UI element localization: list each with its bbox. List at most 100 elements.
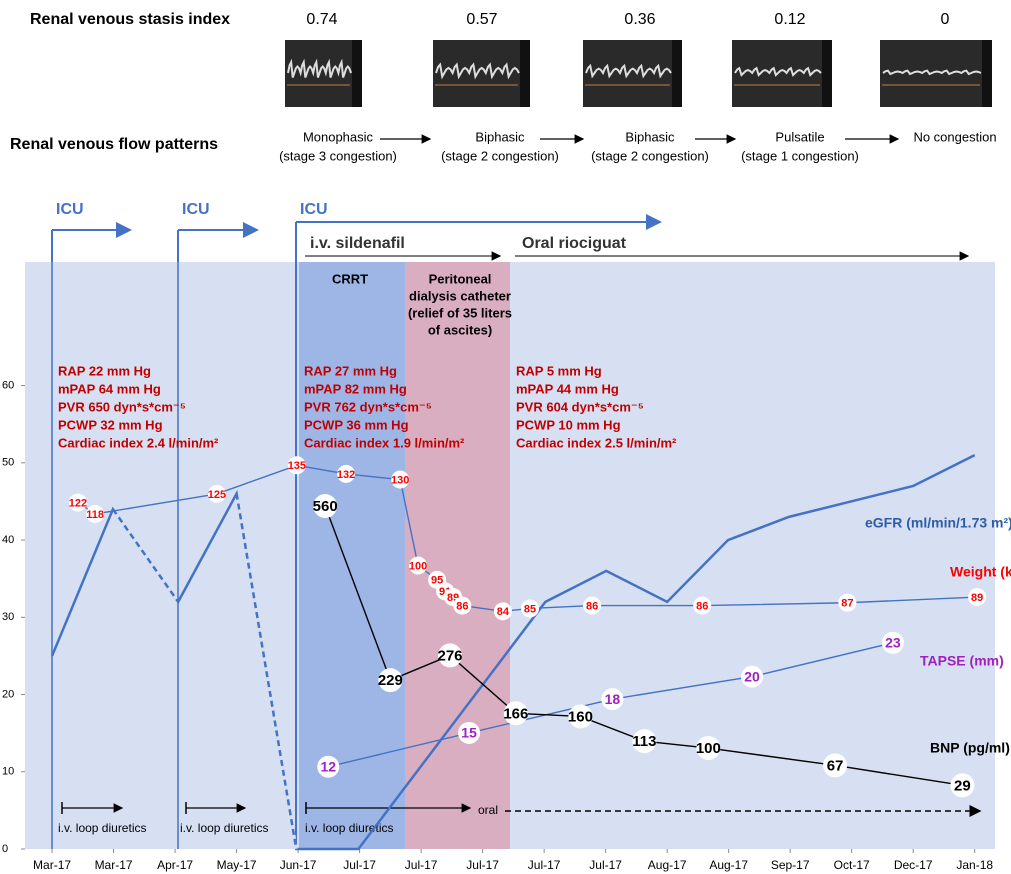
x-tick-label: Sep-17	[771, 858, 810, 872]
x-tick-label: Apr-17	[157, 858, 193, 872]
y-tick-label: 40	[2, 534, 14, 546]
doppler-image	[583, 40, 682, 107]
data-label: 89	[971, 592, 983, 604]
peritoneal-label: dialysis catheter	[409, 288, 511, 303]
data-label: 135	[288, 460, 306, 472]
data-label: 160	[568, 708, 593, 725]
peritoneal-label: of ascites)	[428, 322, 492, 337]
x-tick-label: Aug-17	[709, 858, 748, 872]
data-label: 86	[586, 601, 598, 613]
stasis-value: 0.57	[466, 11, 497, 28]
flow-stage: (stage 3 congestion)	[279, 148, 397, 163]
y-tick-label: 10	[2, 766, 14, 778]
data-label: 84	[497, 606, 510, 618]
y-tick-label: 50	[2, 457, 14, 469]
data-label: 86	[456, 601, 468, 613]
data-label: 560	[313, 498, 338, 515]
data-label: 118	[86, 509, 104, 521]
doppler-scale	[672, 40, 682, 107]
x-tick-label: Jul-17	[466, 858, 499, 872]
hemodynamics: Cardiac index 2.5 l/min/m²	[516, 435, 677, 450]
data-label: 113	[632, 733, 656, 750]
data-label: 23	[885, 635, 901, 651]
doppler-scale	[352, 40, 362, 107]
flow-stage: (stage 1 congestion)	[741, 148, 859, 163]
flow-stage: (stage 2 congestion)	[441, 148, 559, 163]
flow-stage: (stage 2 congestion)	[591, 148, 709, 163]
data-label: 15	[461, 725, 477, 741]
x-tick-label: Mar-17	[33, 858, 71, 872]
x-tick-label: Jan-18	[956, 858, 993, 872]
hemodynamics: RAP 27 mm Hg	[304, 363, 397, 378]
data-label: 229	[378, 672, 403, 689]
data-label: 125	[208, 489, 226, 501]
stasis-value: 0.36	[624, 11, 655, 28]
x-tick-label: Oct-17	[834, 858, 870, 872]
y-tick-label: 60	[2, 379, 14, 391]
icu-label: ICU	[56, 201, 84, 218]
flow-pattern: Pulsatile	[775, 129, 824, 144]
hemodynamics: PCWP 36 mm Hg	[304, 417, 409, 432]
hemodynamics: RAP 22 mm Hg	[58, 363, 151, 378]
figure: Renal venous stasis index0.740.570.360.1…	[0, 0, 1011, 874]
stasis-label: Renal venous stasis index	[30, 11, 230, 28]
x-tick-label: Mar-17	[95, 858, 133, 872]
diuretic-label: oral	[478, 803, 498, 817]
doppler-image	[433, 40, 530, 107]
doppler-scale	[822, 40, 832, 107]
data-label: 86	[696, 601, 708, 613]
x-tick-label: Jul-17	[343, 858, 376, 872]
stasis-value: 0	[941, 11, 950, 28]
data-label: 276	[438, 647, 463, 664]
diuretic-label: i.v. loop diuretics	[305, 821, 393, 835]
hemodynamics: Cardiac index 1.9 l/min/m²	[304, 435, 465, 450]
flow-pattern: Biphasic	[625, 129, 675, 144]
x-tick-label: Jul-17	[589, 858, 622, 872]
data-label: 20	[744, 668, 760, 684]
x-tick-label: Jul-17	[528, 858, 561, 872]
data-label: 12	[320, 758, 336, 774]
diuretic-label: i.v. loop diuretics	[180, 821, 268, 835]
data-label: 29	[954, 777, 971, 794]
x-tick-label: Dec-17	[894, 858, 933, 872]
flow-pattern: No congestion	[913, 129, 996, 144]
peritoneal-label: (relief of 35 liters	[408, 305, 512, 320]
flow-pattern: Biphasic	[475, 129, 525, 144]
x-tick-label: May-17	[217, 858, 257, 872]
hemodynamics: mPAP 82 mm Hg	[304, 381, 407, 396]
hemodynamics: PVR 762 dyn*s*cm⁻⁵	[304, 399, 432, 414]
data-label: 122	[69, 497, 87, 509]
hemodynamics: mPAP 64 mm Hg	[58, 381, 161, 396]
doppler-scale	[982, 40, 992, 107]
flow-label: Renal venous flow patterns	[10, 136, 218, 153]
hemodynamics: PCWP 10 mm Hg	[516, 417, 621, 432]
data-label: 18	[605, 691, 621, 707]
legend-label: BNP (pg/ml)	[930, 740, 1010, 756]
flow-pattern: Monophasic	[303, 129, 374, 144]
data-label: 85	[524, 603, 536, 615]
data-label: 132	[337, 469, 355, 481]
y-tick-label: 30	[2, 611, 14, 623]
doppler-image	[732, 40, 832, 107]
data-label: 100	[696, 740, 721, 757]
doppler-image	[285, 40, 362, 107]
hemodynamics: PVR 604 dyn*s*cm⁻⁵	[516, 399, 644, 414]
therapy-label: Oral riociguat	[522, 235, 627, 252]
peritoneal-label: Peritoneal	[429, 271, 492, 286]
data-label: 166	[503, 705, 528, 722]
icu-label: ICU	[300, 201, 328, 218]
crrt-label: CRRT	[332, 271, 368, 286]
data-label: 67	[827, 757, 844, 774]
doppler-scale	[520, 40, 530, 107]
hemodynamics: PVR 650 dyn*s*cm⁻⁵	[58, 399, 186, 414]
hemodynamics: mPAP 44 mm Hg	[516, 381, 619, 396]
legend-label: TAPSE (mm)	[920, 653, 1004, 669]
data-label: 130	[391, 475, 409, 487]
therapy-label: i.v. sildenafil	[310, 235, 405, 252]
x-tick-label: Jun-17	[280, 858, 317, 872]
x-tick-label: Jul-17	[405, 858, 438, 872]
data-label: 100	[409, 560, 427, 572]
peritoneal-band	[405, 262, 510, 849]
doppler-image	[880, 40, 992, 107]
y-tick-label: 0	[2, 843, 8, 855]
